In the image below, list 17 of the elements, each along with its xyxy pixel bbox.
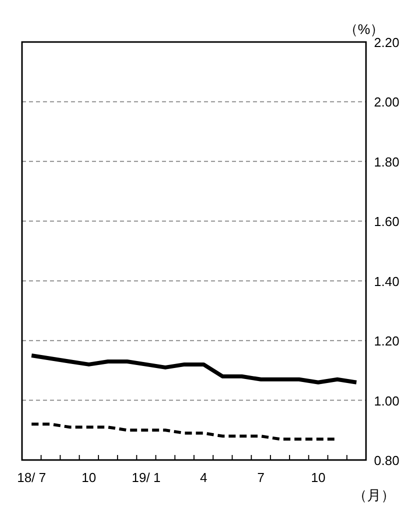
x-tick-label: 4 [200,470,208,485]
y-tick-label: 1.00 [374,393,400,408]
line-series [30,354,358,384]
y-tick-label: 1.20 [374,334,400,349]
x-tick-label: 7 [257,470,265,485]
y-tick-label: 2.00 [374,94,400,110]
x-tick-label: 19/ 1 [132,470,161,485]
x-tick-label: 10 [82,470,96,485]
y-tick-label: 1.40 [374,274,400,289]
y-tick-label: 1.80 [374,154,400,170]
y-tick-label: 2.20 [374,35,400,50]
y-tick-label: 0.80 [374,453,400,468]
x-tick-label: 18/ 7 [17,470,46,485]
x-axis-title: （月） [353,487,395,503]
y-axis-title: （%） [344,21,384,37]
x-tick-label: 10 [310,470,326,485]
y-tick-label: 1.60 [374,214,400,230]
